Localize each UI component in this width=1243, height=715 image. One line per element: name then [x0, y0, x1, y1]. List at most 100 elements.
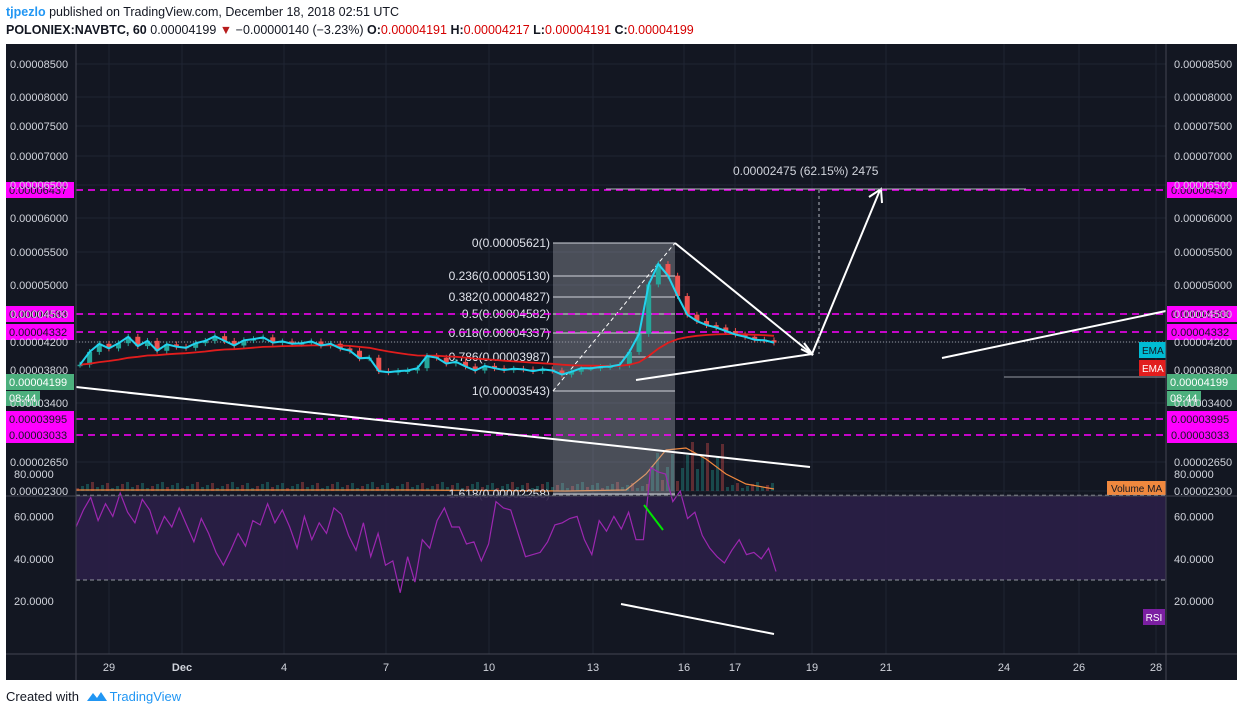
x-tick: 7: [383, 662, 389, 674]
volume-bar: [131, 487, 134, 491]
volume-bar: [316, 483, 319, 491]
level-tag-left-label: 0.00003995: [9, 414, 67, 426]
volume-bar: [176, 483, 179, 491]
candle-body: [87, 351, 93, 365]
open-label: O:: [367, 23, 381, 37]
volume-bar: [606, 486, 609, 491]
trend-drawings[interactable]: 0.00002475 (62.15%) 2475: [75, 164, 1167, 468]
volume-bar: [206, 485, 209, 491]
rsi-divergence-green: [643, 504, 664, 531]
x-tick: 28: [1150, 662, 1162, 674]
y-tick-right: 0.00002300: [1174, 486, 1232, 498]
volume-bar: [571, 486, 574, 491]
tradingview-logo-icon: [86, 692, 107, 701]
volume-bar: [671, 454, 674, 491]
ema-fast-tag-label: EMA: [1142, 346, 1164, 357]
volume-bar: [106, 483, 109, 491]
countdown-tag-right: [1167, 391, 1201, 406]
fibonacci-retracement[interactable]: 0(0.00005621) 0.236(0.00005130) 0.382(0.00…: [449, 236, 676, 501]
candle-body: [173, 344, 179, 347]
last-price-label-left: 0.00004199: [9, 377, 67, 389]
volume-bar: [646, 484, 649, 491]
candle-body: [270, 337, 276, 343]
volume-bar: [376, 487, 379, 491]
author-name[interactable]: tjpezlo: [6, 5, 46, 19]
volume-bar: [421, 483, 424, 491]
volume-bar: [431, 486, 434, 491]
volume-bar: [86, 484, 89, 491]
volume-bar: [191, 484, 194, 491]
candle-body: [704, 321, 710, 326]
low-label: L:: [533, 23, 545, 37]
volume-bar: [696, 469, 699, 491]
candle-body: [713, 325, 719, 328]
volume-bar: [141, 483, 144, 491]
y-tick-left: 0.00003400: [10, 398, 68, 410]
volume-bar: [591, 485, 594, 491]
volume-bar: [771, 483, 774, 491]
level-tag-left-label: 0.00003033: [9, 430, 67, 442]
volume-bar: [451, 485, 454, 491]
y-tick-right: 0.00006500: [1174, 180, 1232, 192]
created-with-text: Created with: [6, 689, 79, 704]
candle-body: [202, 340, 208, 344]
rsi-tag-label: RSI: [1146, 613, 1163, 624]
y-tick-right: 0.00007000: [1174, 151, 1232, 163]
countdown-label-right: 08:44: [1170, 393, 1198, 405]
y-tick-left: 0.00005000: [10, 280, 68, 292]
y-tick-right: 0.00003800: [1174, 365, 1232, 377]
candle-body: [212, 336, 218, 341]
volume-bar: [526, 483, 529, 491]
y-tick-left: 0.00005500: [10, 247, 68, 259]
y-tick-right: 0.00003400: [1174, 398, 1232, 410]
level-tag-right-label: 0.00004332: [1171, 327, 1229, 339]
candle-body: [135, 336, 141, 347]
volume-bar: [336, 482, 339, 491]
rsi-tick-left: 80.0000: [14, 469, 54, 481]
volume-bar: [196, 482, 199, 491]
volume-bar: [496, 488, 499, 491]
volume-bar: [171, 485, 174, 491]
chart-canvas[interactable]: Volume MA 0(0.00005621) 0.236(0.00005130)…: [6, 44, 1237, 680]
candle-body: [414, 368, 420, 371]
tradingview-brand-link[interactable]: TradingView: [109, 689, 182, 704]
candle-body: [289, 341, 295, 344]
volume-bar: [301, 482, 304, 491]
y-tick-right: 0.00007500: [1174, 121, 1232, 133]
volume-bar: [386, 483, 389, 491]
candle-body: [116, 343, 122, 349]
candle-body: [347, 348, 353, 351]
y-tick-right: 0.00005000: [1174, 280, 1232, 292]
y-tick-left: 0.00002650: [10, 457, 68, 469]
volume-bar: [471, 484, 474, 491]
volume-bar: [166, 487, 169, 491]
candle-body: [376, 357, 382, 372]
candle-body: [154, 340, 160, 351]
y-tick-right: 0.00008000: [1174, 92, 1232, 104]
candle-body: [125, 336, 131, 344]
volume-bar: [306, 487, 309, 491]
volume-bar: [701, 456, 704, 491]
volume-bar: [546, 482, 549, 491]
rsi-tick-left: 60.0000: [14, 511, 54, 523]
x-tick: 16: [678, 662, 690, 674]
x-tick: 17: [729, 662, 741, 674]
volume-bar: [446, 487, 449, 491]
volume-bar: [746, 486, 749, 491]
ema-fast-tag: [1139, 342, 1166, 358]
level-tag-right-label: 0.00006437: [1171, 185, 1229, 197]
volume-bar: [271, 487, 274, 491]
last-price-label-right: 0.00004199: [1170, 377, 1228, 389]
wedge-arrow-head: [800, 342, 814, 356]
x-tick: 29: [103, 662, 115, 674]
y-tick-left: 0.00006500: [10, 180, 68, 192]
candle-body: [443, 357, 449, 364]
y-tick-left: 0.00004500: [10, 309, 68, 321]
level-tag-right: [1167, 182, 1237, 198]
level-tag-left: [6, 427, 74, 443]
y-tick-right: 0.00006000: [1174, 213, 1232, 225]
high-label: H:: [450, 23, 464, 37]
volume-bar: [221, 486, 224, 491]
horizontal-levels[interactable]: 0.00006437 0.00006437 0.00004583 0.00004583…: [6, 182, 1237, 443]
volume-bar: [716, 457, 719, 491]
